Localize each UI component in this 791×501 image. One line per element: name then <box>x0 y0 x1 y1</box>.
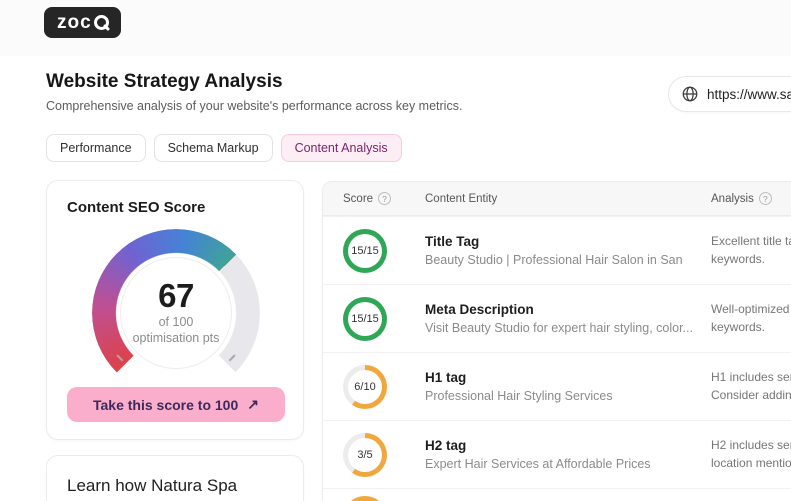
arrow-up-right-icon: ↗ <box>247 396 259 412</box>
table-header: Score ? Content Entity Analysis ? <box>323 182 791 216</box>
analysis-tabs: Performance Schema Markup Content Analys… <box>46 134 402 162</box>
table-row-title-tag: 15/15 Title Tag Beauty Studio | Professi… <box>323 216 791 284</box>
content-seo-score-card: Content SEO Score 67 of 100 optimisation… <box>46 180 304 440</box>
website-url-field-wrap <box>668 76 791 112</box>
column-analysis: Analysis ? <box>711 192 791 205</box>
table-row-h2-tag: 3/5 H2 tag Expert Hair Services at Affor… <box>323 420 791 488</box>
help-icon[interactable]: ? <box>378 192 392 205</box>
content-analysis-table: Score ? Content Entity Analysis ? 15/15 … <box>322 181 791 501</box>
analysis-cell: H2 includes serv location mention <box>711 438 791 470</box>
score-ring: 15/15 <box>343 228 387 273</box>
learn-card-title: Learn how Natura Spa <box>67 476 238 495</box>
score-card-title: Content SEO Score <box>67 199 206 216</box>
seo-score-gauge: 67 of 100 optimisation pts <box>92 229 260 397</box>
page-subtitle: Comprehensive analysis of your website's… <box>46 99 463 113</box>
analysis-cell: H1 includes serv Consider adding <box>711 370 791 402</box>
table-row-h1-tag: 6/10 H1 tag Professional Hair Styling Se… <box>323 352 791 420</box>
magnifier-icon <box>93 15 110 32</box>
globe-icon <box>682 86 698 102</box>
learn-card: Learn how Natura Spa <box>46 455 304 501</box>
seo-score-sub: of 100 optimisation pts <box>132 315 220 345</box>
column-score: Score ? <box>343 192 425 205</box>
zoca-logo: zoc <box>44 7 121 38</box>
analysis-cell: Well-optimized m keywords. <box>711 302 791 334</box>
entity-cell: H2 tag Expert Hair Services at Affordabl… <box>425 438 651 471</box>
entity-cell: Title Tag Beauty Studio | Professional H… <box>425 234 683 267</box>
table-row-partial <box>323 488 791 501</box>
seo-score-value: 67 <box>158 277 194 315</box>
tab-performance[interactable]: Performance <box>46 134 146 162</box>
gauge-center: 67 of 100 optimisation pts <box>120 257 232 369</box>
analysis-cell: Excellent title tag keywords. <box>711 234 791 266</box>
table-row-meta-description: 15/15 Meta Description Visit Beauty Stud… <box>323 284 791 352</box>
score-ring: 6/10 <box>343 364 387 409</box>
entity-cell: Meta Description Visit Beauty Studio for… <box>425 302 693 335</box>
score-ring: 15/15 <box>343 296 387 341</box>
logo-text: zoc <box>57 12 92 33</box>
entity-cell: H1 tag Professional Hair Styling Service… <box>425 370 613 403</box>
column-content-entity: Content Entity <box>425 192 498 205</box>
tab-schema-markup[interactable]: Schema Markup <box>153 134 273 162</box>
top-band <box>0 0 791 56</box>
help-icon[interactable]: ? <box>758 192 772 205</box>
page-title: Website Strategy Analysis <box>46 71 283 92</box>
tab-content-analysis[interactable]: Content Analysis <box>280 134 402 162</box>
improve-score-button[interactable]: Take this score to 100 ↗ <box>67 387 285 422</box>
score-ring: 3/5 <box>343 432 387 477</box>
score-ring <box>343 496 387 501</box>
